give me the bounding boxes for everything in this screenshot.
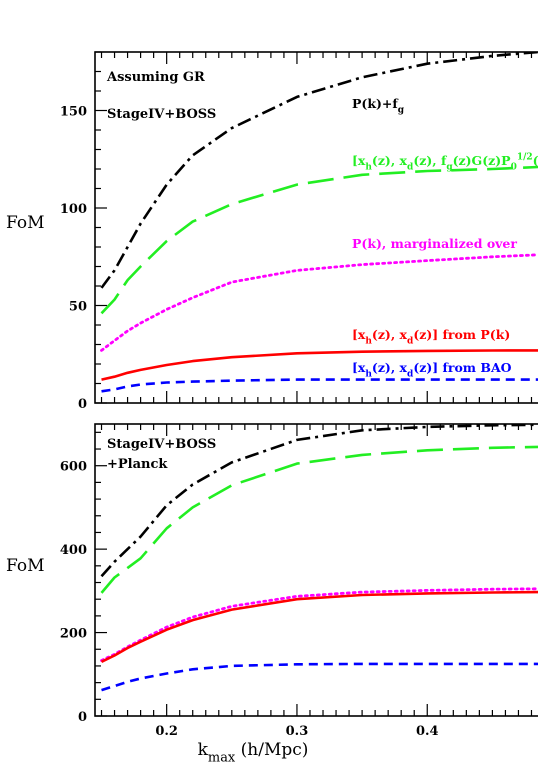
series-line-dashed [102, 380, 538, 392]
series-label: [xh(z), xd(z)] from BAO [352, 360, 512, 379]
series-line-dotted [102, 589, 538, 661]
series-label: [xh(z), xd(z), fg(z)G(z)P01/2(k)] [352, 152, 538, 172]
x-tick-label: 0.4 [416, 724, 439, 739]
y-tick-label: 0 [78, 397, 87, 412]
series-label: P(k), marginalized over [352, 236, 517, 251]
bottom-panel: 0 200 400 600 0.2 0.3 0.4 FoM StageIV+BOSS +Planc… [6, 424, 538, 739]
y-tick-label: 200 [60, 627, 87, 642]
series-label: [xh(z), xd(z)] from P(k) [352, 327, 510, 346]
y-tick-label: 600 [60, 460, 87, 475]
y-tick-label: 400 [60, 543, 87, 558]
panel-annotation: Assuming GR [106, 70, 205, 85]
y-tick-label: 150 [60, 105, 87, 120]
panel-annotation: +Planck [107, 457, 168, 472]
y-tick-label: 50 [69, 300, 87, 315]
series-label: P(k)+fg [352, 96, 405, 115]
x-tick-label: 0.3 [286, 724, 309, 739]
y-axis-title: FoM [6, 213, 45, 233]
series-line-dashed [102, 664, 538, 690]
panel-annotation: StageIV+BOSS [107, 107, 216, 122]
top-panel: 0 50 100 150 FoM Assuming GR StageIV+BOSS P(k)+… [6, 52, 538, 412]
y-tick-label: 0 [78, 710, 87, 725]
x-tick-label: 0.2 [155, 724, 178, 739]
y-axis-title: FoM [6, 556, 45, 576]
panel-annotation: StageIV+BOSS [107, 437, 216, 452]
x-axis-title: kmax (h/Mpc) [198, 740, 309, 763]
y-tick-label: 100 [60, 202, 87, 217]
